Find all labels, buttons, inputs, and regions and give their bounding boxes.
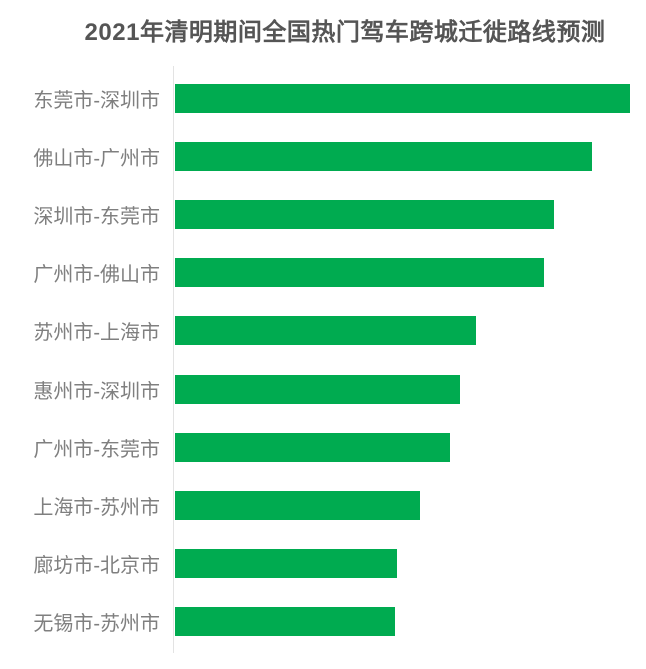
bar bbox=[175, 374, 460, 404]
chart-row: 廊坊市-北京市 bbox=[0, 535, 646, 593]
bar bbox=[175, 432, 450, 462]
category-label: 佛山市-广州市 bbox=[33, 147, 160, 170]
chart-row: 苏州市-上海市 bbox=[0, 302, 646, 360]
chart-row: 惠州市-深圳市 bbox=[0, 360, 646, 418]
bar bbox=[175, 490, 420, 520]
bar bbox=[175, 199, 554, 229]
y-axis-line bbox=[173, 66, 174, 653]
bar bbox=[175, 607, 396, 637]
bar bbox=[175, 258, 544, 288]
category-label: 无锡市-苏州市 bbox=[33, 613, 160, 636]
chart-title: 2021年清明期间全国热门驾车跨城迁徙路线预测 bbox=[84, 19, 606, 46]
category-label: 深圳市-东莞市 bbox=[33, 205, 160, 228]
category-label: 廊坊市-北京市 bbox=[33, 555, 160, 578]
category-label: 苏州市-上海市 bbox=[33, 322, 160, 345]
category-label: 惠州市-深圳市 bbox=[33, 380, 160, 403]
category-label: 广州市-东莞市 bbox=[33, 438, 160, 461]
chart-row: 广州市-东莞市 bbox=[0, 418, 646, 476]
bar bbox=[175, 83, 630, 113]
chart-row: 广州市-佛山市 bbox=[0, 244, 646, 302]
bar bbox=[175, 141, 592, 171]
chart-row: 东莞市-深圳市 bbox=[0, 69, 646, 127]
category-label: 广州市-佛山市 bbox=[33, 264, 160, 287]
plot-area: 东莞市-深圳市 佛山市-广州市 深圳市-东莞市 广州市-佛山市 苏州市-上海市 惠州市-深… bbox=[0, 69, 646, 651]
chart-row: 无锡市-苏州市 bbox=[0, 593, 646, 651]
chart-row: 深圳市-东莞市 bbox=[0, 185, 646, 243]
category-label: 上海市-苏州市 bbox=[33, 496, 160, 519]
category-label: 东莞市-深圳市 bbox=[33, 89, 160, 112]
bar bbox=[175, 549, 398, 579]
chart-row: 上海市-苏州市 bbox=[0, 476, 646, 534]
chart-row: 佛山市-广州市 bbox=[0, 127, 646, 185]
bar bbox=[175, 316, 477, 346]
